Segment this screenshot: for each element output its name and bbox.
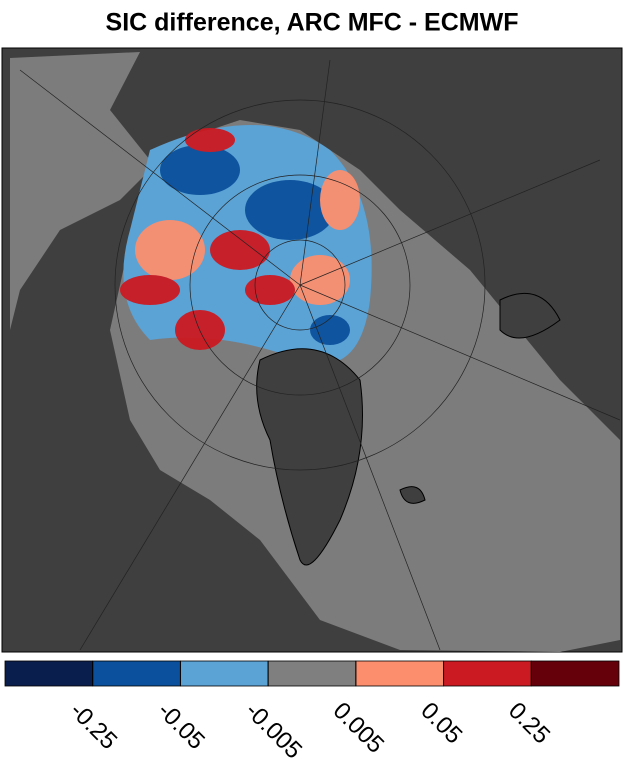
land xyxy=(499,292,561,339)
colorbar-swatch xyxy=(267,660,357,687)
colorbar-swatch xyxy=(92,660,181,687)
colorbar-swatch xyxy=(530,660,620,687)
colorbar-tick-label: -0.005 xyxy=(240,697,307,762)
map-title: SIC difference, ARC MFC - ECMWF xyxy=(106,9,519,37)
patch xyxy=(245,275,295,305)
colorbar-tick-label: -0.25 xyxy=(64,697,122,755)
graticule xyxy=(19,59,621,651)
patch xyxy=(245,180,335,240)
iceland xyxy=(399,486,426,504)
colorbar-tick-label: 0.05 xyxy=(415,697,467,749)
patch xyxy=(310,315,350,345)
colorbar-swatch xyxy=(4,660,94,687)
patch xyxy=(290,255,350,305)
map xyxy=(1,47,623,653)
colorbar-tick-label: 0.005 xyxy=(328,697,390,759)
greenland xyxy=(256,348,363,566)
patch xyxy=(320,170,360,230)
ice-difference-patches xyxy=(120,128,360,350)
patch xyxy=(135,220,205,280)
colorbar-tick-label: 0.25 xyxy=(503,697,555,749)
colorbar-swatch xyxy=(443,660,532,687)
patch xyxy=(120,275,180,305)
colorbar-swatch xyxy=(355,660,444,687)
patch xyxy=(185,128,235,152)
colorbar-tick-label: -0.05 xyxy=(152,697,210,755)
colorbar: -0.25 -0.05 -0.005 0.005 0.05 0.25 xyxy=(4,660,620,764)
colorbar-swatch xyxy=(180,660,269,687)
patch xyxy=(160,145,240,195)
patch xyxy=(210,230,270,270)
